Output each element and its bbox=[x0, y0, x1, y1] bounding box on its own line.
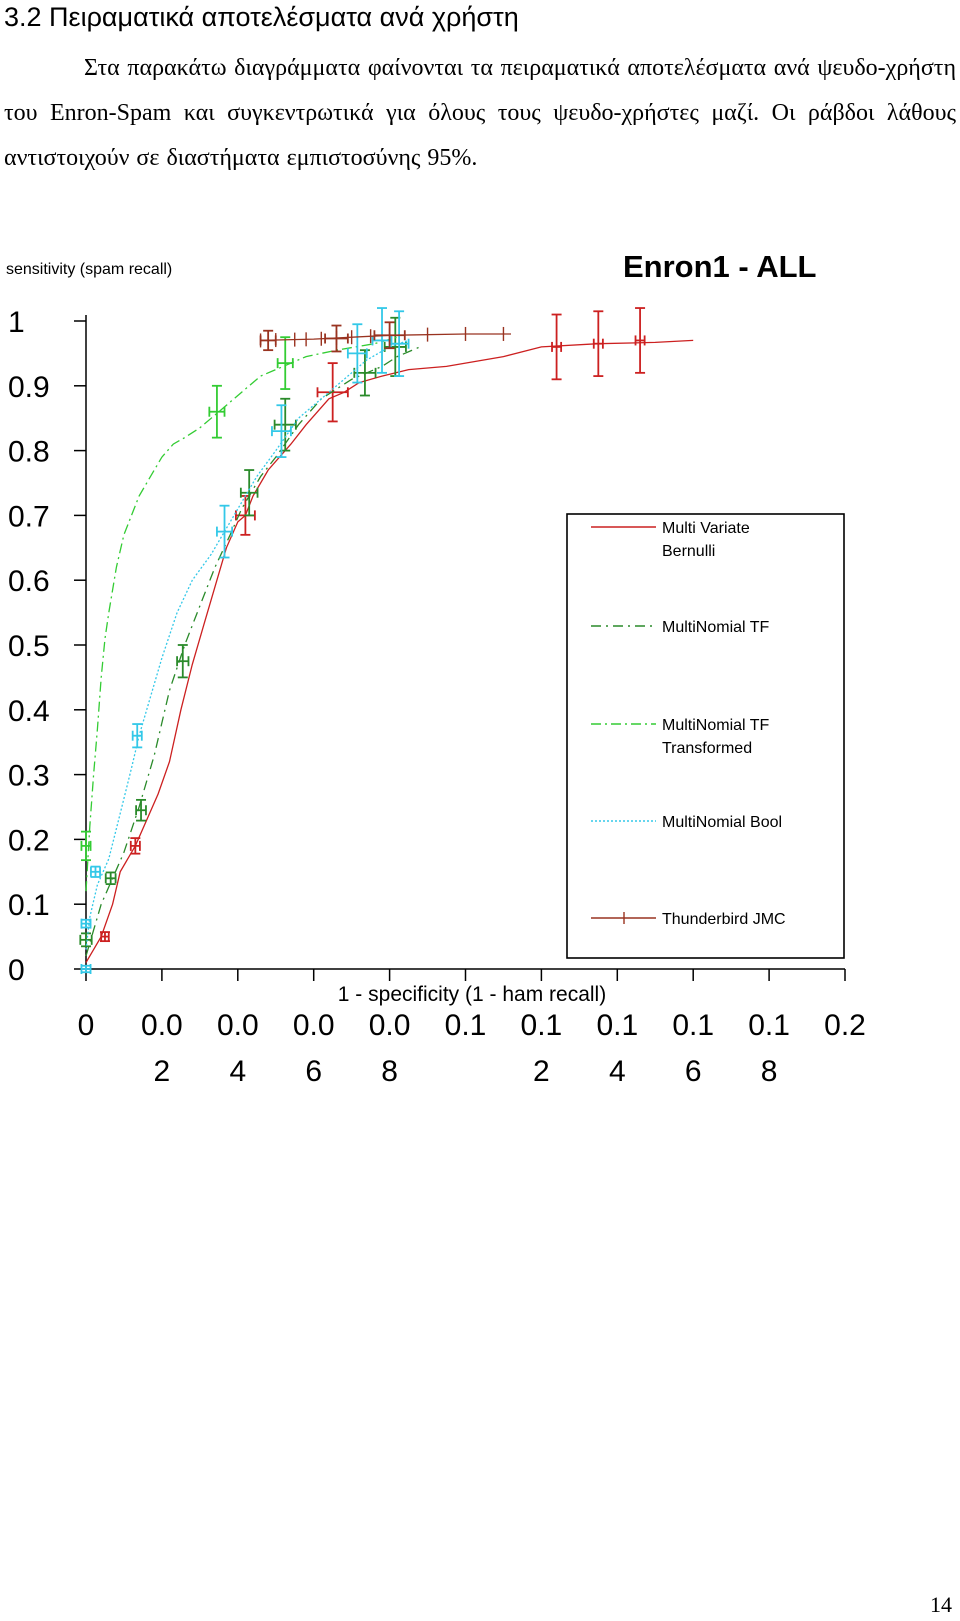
legend-label: Bernulli bbox=[662, 543, 715, 560]
error-bar bbox=[239, 469, 259, 517]
error-bar bbox=[592, 310, 604, 377]
error-bar bbox=[176, 644, 190, 679]
series-3 bbox=[80, 336, 398, 892]
error-bar bbox=[346, 323, 368, 384]
error-bar bbox=[129, 837, 141, 855]
y-tick-label: 0.9 bbox=[8, 371, 50, 404]
x-tick-label-line2: 8 bbox=[381, 1055, 398, 1088]
axes: Enron1 - ALL sensitivity (spam recall) 1 -… bbox=[6, 249, 866, 1088]
y-tick-label: 0.7 bbox=[8, 500, 50, 533]
error-bar bbox=[373, 321, 406, 350]
series-line bbox=[85, 339, 409, 950]
legend-label: MultiNomial TF bbox=[662, 619, 770, 636]
legend-label: MultiNomial TF bbox=[662, 717, 770, 734]
x-tick-label-line2: 2 bbox=[533, 1055, 550, 1088]
y-tick-label: 0.1 bbox=[8, 889, 50, 922]
error-bar bbox=[135, 798, 147, 822]
x-tick-label: 0 bbox=[78, 1009, 95, 1042]
error-bar bbox=[80, 964, 92, 974]
x-tick-label-line2: 4 bbox=[609, 1055, 626, 1088]
error-bar bbox=[371, 307, 393, 374]
x-tick-label-line2: 8 bbox=[761, 1055, 778, 1088]
legend: Multi Variate Bernulli MultiNomial TF Multi… bbox=[566, 513, 845, 959]
y-tick-label: 0.4 bbox=[8, 695, 50, 728]
series-2 bbox=[79, 316, 421, 957]
error-bar bbox=[90, 865, 101, 878]
error-bar bbox=[324, 324, 349, 353]
body-paragraph: Στα παρακάτω διαγράμματα φαίνονται τα πε… bbox=[4, 55, 956, 171]
x-tick-label: 0.1 bbox=[748, 1009, 790, 1042]
y-tick-label: 0.8 bbox=[8, 436, 50, 469]
y-tick-label: 0.6 bbox=[8, 565, 50, 598]
roc-chart: Enron1 - ALL sensitivity (spam recall) 1 -… bbox=[6, 249, 866, 1088]
legend-label: Transformed bbox=[662, 740, 752, 757]
error-bar bbox=[316, 362, 349, 423]
x-tick-label-line2: 6 bbox=[305, 1055, 322, 1088]
x-tick-label: 0.1 bbox=[521, 1009, 563, 1042]
error-bar bbox=[634, 307, 646, 374]
error-bar bbox=[551, 313, 563, 381]
y-tick-label: 0 bbox=[8, 954, 25, 987]
x-tick-label: 0.2 bbox=[824, 1009, 866, 1042]
error-bar bbox=[353, 349, 377, 397]
series-line bbox=[85, 346, 421, 957]
series-group bbox=[79, 307, 694, 974]
series-5 bbox=[259, 321, 511, 353]
chart-title: Enron1 - ALL bbox=[623, 249, 816, 284]
error-bar bbox=[276, 336, 294, 390]
error-bar bbox=[259, 329, 277, 352]
x-tick-label: 0.1 bbox=[596, 1009, 638, 1042]
error-bar bbox=[273, 397, 297, 452]
legend-box bbox=[566, 513, 845, 959]
error-bar bbox=[216, 504, 234, 559]
y-tick-label: 0.2 bbox=[8, 824, 50, 857]
legend-label: MultiNomial Bool bbox=[662, 814, 782, 831]
legend-label: Multi Variate bbox=[662, 520, 750, 537]
error-bar bbox=[208, 384, 226, 439]
error-bar bbox=[80, 918, 92, 929]
error-bar bbox=[79, 932, 93, 948]
x-tick-label: 0.0 bbox=[369, 1009, 411, 1042]
x-axis-label: 1 - specificity (1 - ham recall) bbox=[338, 983, 606, 1006]
error-bar bbox=[388, 310, 410, 377]
error-bar bbox=[383, 316, 407, 377]
y-axis-label: sensitivity (spam recall) bbox=[6, 261, 172, 278]
x-tick-label: 0.0 bbox=[293, 1009, 335, 1042]
x-tick-label-line2: 2 bbox=[154, 1055, 171, 1088]
error-bar bbox=[271, 404, 292, 458]
y-tick-label: 1 bbox=[8, 306, 25, 339]
y-tick-label: 0.5 bbox=[8, 630, 50, 663]
error-bar bbox=[131, 723, 143, 749]
error-bar bbox=[99, 931, 110, 943]
page-number: 14 bbox=[930, 1592, 952, 1617]
section-heading: 3.2 Πειραματικά αποτελέσματα ανά χρήστη bbox=[4, 2, 519, 32]
x-tick-label-line2: 6 bbox=[685, 1055, 702, 1088]
x-tick-label: 0.1 bbox=[672, 1009, 714, 1042]
series-4 bbox=[80, 307, 410, 974]
series-line bbox=[85, 336, 398, 892]
legend-label: Thunderbird JMC bbox=[662, 911, 786, 928]
error-bar bbox=[104, 871, 117, 886]
error-bar bbox=[80, 830, 92, 862]
x-tick-label: 0.1 bbox=[445, 1009, 487, 1042]
x-tick-label: 0.0 bbox=[217, 1009, 259, 1042]
x-tick-label: 0.0 bbox=[141, 1009, 183, 1042]
y-tick-label: 0.3 bbox=[8, 760, 50, 793]
x-tick-label-line2: 4 bbox=[229, 1055, 246, 1088]
